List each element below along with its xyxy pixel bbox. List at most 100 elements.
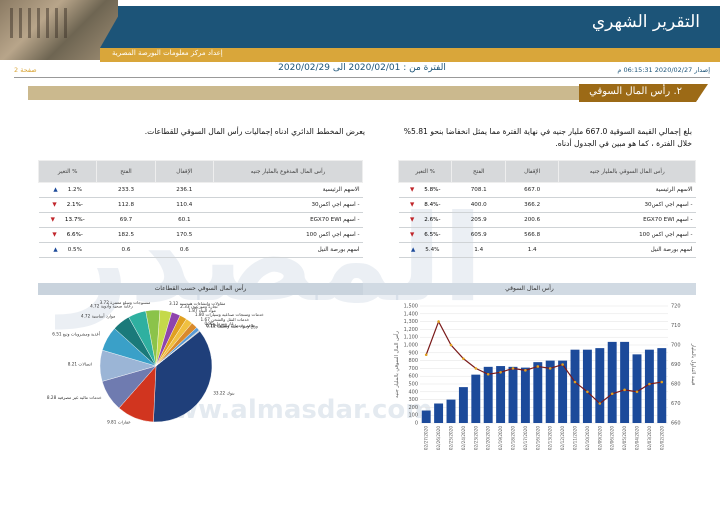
x-tick-label: 02/16/2020 xyxy=(535,426,540,450)
close-value: 366.2 xyxy=(505,197,559,213)
x-tick-label: 02/05/2020 xyxy=(622,426,627,450)
row-label: - اسهم EGX70 EWI xyxy=(558,212,696,228)
y-tick-label: 800 xyxy=(408,358,418,364)
col-header: الفتح xyxy=(96,160,156,183)
report-title: التقرير الشهري xyxy=(591,12,700,32)
x-tick-label: 02/06/2020 xyxy=(610,426,615,450)
row-label: الاسهم الرئيسية xyxy=(558,182,696,198)
line-point xyxy=(561,363,564,366)
issue-date: إصدار 2020/02/27 06:15:31 م xyxy=(617,66,710,74)
col-header: رأس المال السوقي بالمليار جنيه xyxy=(558,160,696,183)
bar xyxy=(421,410,431,423)
x-tick-label: 02/10/2020 xyxy=(585,426,590,450)
y-axis-label: رأس المال السوقي بالمليار جنيه xyxy=(393,330,400,398)
change-value: -8.4% ▼ xyxy=(398,197,452,213)
pie-slice-label: 1.80 خدمات ومنتجات صناعية وسيارات xyxy=(195,312,264,317)
bar xyxy=(533,362,543,423)
arrow-down-icon: ▼ xyxy=(409,187,415,193)
bar xyxy=(582,349,592,423)
row-label: الاسهم الرئيسية xyxy=(213,182,363,198)
line-point xyxy=(548,367,552,370)
line-point xyxy=(499,371,502,374)
bar xyxy=(595,348,605,423)
table-row: - اسهم اجي اكس 100 566.8 605.9 -6.5% ▼ xyxy=(398,227,696,243)
bar xyxy=(644,349,654,423)
pie-slice-label: 3.12 مقاولات وإنشاءات هندسية xyxy=(169,301,225,307)
line-point xyxy=(524,369,527,372)
close-value: 667.0 xyxy=(505,182,559,198)
y-tick-label: 0 xyxy=(415,421,418,427)
bar xyxy=(434,403,444,423)
x-tick-label: 02/19/2020 xyxy=(498,426,503,450)
divider xyxy=(14,77,710,78)
x-tick-label: 02/04/2020 xyxy=(635,426,640,450)
close-value: 110.4 xyxy=(155,197,214,213)
close-value: 200.6 xyxy=(505,212,559,228)
arrow-down-icon: ▼ xyxy=(52,202,57,208)
change-value: -2.1% ▼ xyxy=(38,197,97,213)
open-value: 205.9 xyxy=(451,212,506,228)
header-photo xyxy=(0,0,118,60)
row-label: - اسهم اجي اكس 100 xyxy=(558,227,696,243)
pie-slice-label: 4.72 موارد أساسية xyxy=(81,313,115,319)
x-tick-label: 02/03/2020 xyxy=(647,426,652,450)
bar xyxy=(446,399,456,423)
pie-slice-label: 1.87 مواد البناء xyxy=(188,308,216,313)
pie-slice-label: 8.28 خدمات مالية غير مصرفية xyxy=(47,395,102,400)
table-row: الاسهم الرئيسية 236.1 233.3 1.2% ▲ xyxy=(38,182,363,198)
row-label: اسهم بورصة النيل xyxy=(558,242,696,258)
pie-slice xyxy=(153,330,213,423)
close-value: 0.6 xyxy=(155,242,214,258)
close-value: 1.4 xyxy=(505,242,559,258)
table-row: - اسهم اجي اكس30 366.2 400.0 -8.4% ▼ xyxy=(398,197,696,213)
y2-tick-label: 670 xyxy=(671,401,681,407)
pie-slice xyxy=(155,330,201,367)
y-tick-label: 500 xyxy=(408,382,418,388)
bar xyxy=(620,341,630,423)
line-point xyxy=(536,365,540,368)
line-point xyxy=(462,357,465,360)
x-tick-label: 02/23/2020 xyxy=(473,426,478,450)
y-tick-label: 1,200 xyxy=(404,327,418,333)
section-band xyxy=(28,86,698,100)
pie-slice-label: 9.81 عقارات xyxy=(107,419,131,424)
close-value: 60.1 xyxy=(155,212,214,228)
open-value: 69.7 xyxy=(96,212,156,228)
market-cap-table: رأس المال السوقي بالمليار جنيه الإقفال ا… xyxy=(397,160,696,258)
table-row: الاسهم الرئيسية 667.0 708.1 -5.8% ▼ xyxy=(398,182,696,198)
open-value: 182.5 xyxy=(96,227,156,243)
arrow-down-icon: ▼ xyxy=(50,217,55,223)
x-tick-label: 02/02/2020 xyxy=(659,426,664,450)
col-header: % التغير xyxy=(37,160,98,183)
table-row: - اسهم EGX70 EWI 60.1 69.7 -13.7% ▼ xyxy=(38,212,363,228)
pie-chart-title: رأس المال السوقي حسب القطاعات xyxy=(38,283,363,295)
bar xyxy=(496,366,506,423)
table-header-row: رأس المال المدفوع بالمليار جنيه الإقفال … xyxy=(37,160,364,183)
pie-slice-label: 33.22 بنوك xyxy=(213,390,234,395)
bar xyxy=(458,387,468,423)
table-row: اسهم بورصة النيل 0.6 0.6 0.5%▲ xyxy=(38,242,363,258)
pie-slice-label: 1.67 خدمات النقل والشحن xyxy=(201,317,250,322)
close-value: 566.8 xyxy=(505,227,559,243)
col-header: الإقفال xyxy=(504,160,560,183)
y2-tick-label: 720 xyxy=(671,304,681,310)
bar xyxy=(607,341,617,423)
top-info-line: صفحة 2 الفترة من : 2020/02/01 الى 2020/0… xyxy=(14,63,710,77)
arrow-down-icon: ▼ xyxy=(409,202,415,208)
x-tick-label: 02/13/2020 xyxy=(548,426,553,450)
pie-slice-label: 6.51 أغذية ومشروبات وتبغ xyxy=(52,331,100,337)
pie-slice-label: 0.18 طاقة وخدمات مساندة xyxy=(206,323,256,328)
arrow-up-icon: ▲ xyxy=(53,247,58,253)
line-point xyxy=(424,353,428,357)
y-tick-label: 1,300 xyxy=(404,319,418,325)
change-value: 0.5% ▲ xyxy=(38,242,97,258)
header-subtitle: إعداد مركز معلومات البورصة المصرية xyxy=(112,49,223,57)
arrow-up-icon: ▲ xyxy=(410,247,416,253)
change-text: -6.6% xyxy=(66,232,83,238)
header-band xyxy=(118,6,720,48)
close-value: 236.1 xyxy=(155,182,214,198)
change-text: -8.4% xyxy=(424,202,441,208)
x-tick-label: 02/25/2020 xyxy=(449,426,454,450)
x-tick-label: 02/09/2020 xyxy=(597,426,602,450)
bar xyxy=(520,367,530,423)
